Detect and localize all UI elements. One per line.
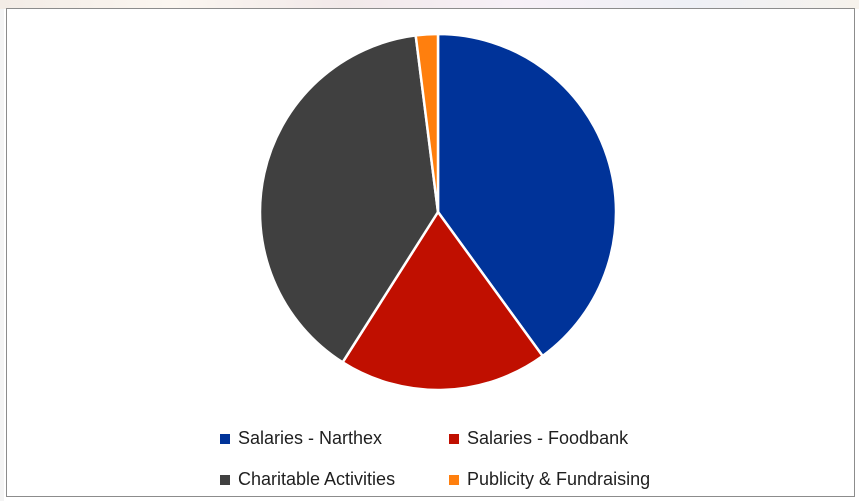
legend-item-publicity-fundraising: Publicity & Fundraising <box>449 469 650 490</box>
legend-swatch <box>449 433 459 444</box>
legend-label: Publicity & Fundraising <box>467 469 651 489</box>
legend-item-salaries-narthex: Salaries - Narthex <box>220 428 382 449</box>
legend-swatch <box>220 433 230 444</box>
legend-swatch <box>220 474 230 485</box>
legend-swatch <box>449 474 459 485</box>
page-edge <box>0 9 4 501</box>
legend-label: Salaries - Foodbank <box>467 428 629 448</box>
slice-charitable-activities <box>258 34 440 364</box>
legend-item-salaries-foodbank: Salaries - Foodbank <box>449 428 628 449</box>
slice-salaries-narthex <box>436 32 618 358</box>
legend-label: Salaries - Narthex <box>238 428 383 448</box>
background-strip <box>0 0 859 9</box>
slice-salaries-foodbank <box>341 210 544 392</box>
legend-label: Charitable Activities <box>238 469 396 489</box>
legend-item-charitable-activities: Charitable Activities <box>220 469 395 490</box>
slice-publicity-fundraising <box>414 32 440 214</box>
